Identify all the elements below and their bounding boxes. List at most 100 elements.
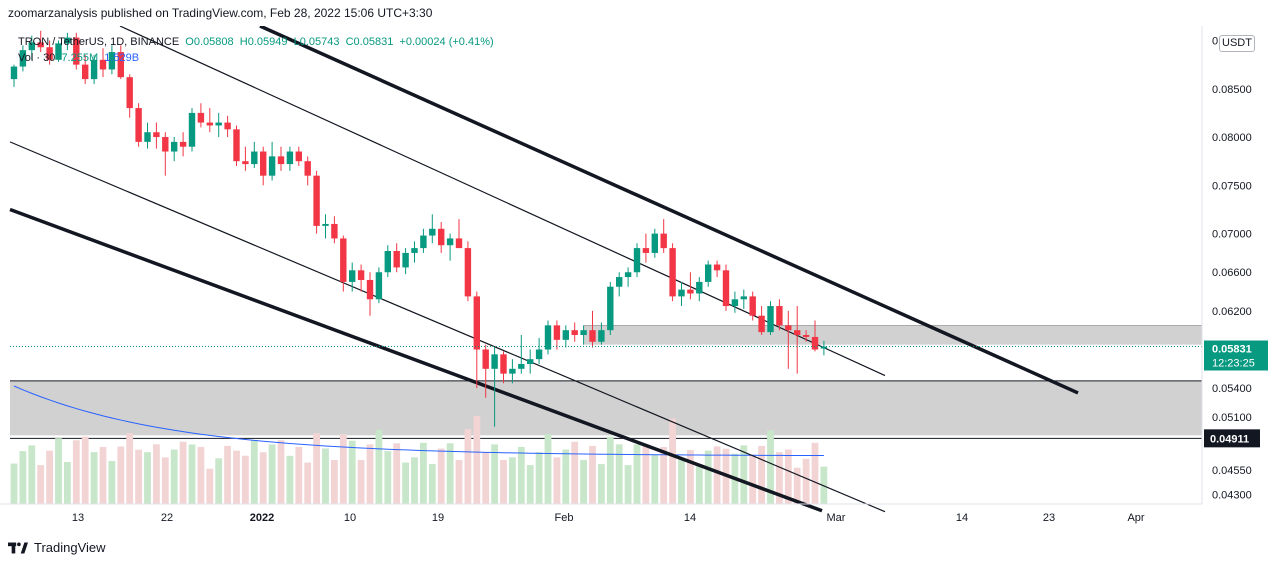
candle-body (162, 137, 169, 152)
candle-body (571, 330, 578, 336)
candle-body (731, 299, 739, 307)
candle-body (598, 330, 605, 342)
candle-body (491, 354, 498, 369)
last-price-badge (1204, 340, 1268, 371)
volume-bar (108, 461, 116, 504)
volume-bar (10, 463, 18, 504)
candle-body (705, 264, 712, 282)
footer-brand[interactable]: TradingView (8, 540, 106, 555)
candle-body (785, 325, 792, 331)
volume-bar (571, 441, 579, 504)
candle-body (624, 272, 632, 278)
candle-body (117, 52, 124, 78)
volume-bar (598, 464, 605, 504)
publisher-caption: zoomarzanalysis published on TradingView… (8, 6, 433, 20)
volume-bar (117, 446, 125, 504)
volume-bar (535, 452, 543, 504)
countdown-label: 12:23:25 (1212, 358, 1255, 370)
last-price-label: 0.05831 (1212, 344, 1252, 356)
chart-frame[interactable]: 0.090000.085000.080000.075000.070000.066… (0, 24, 1280, 530)
candle-body (108, 52, 116, 70)
volume-bar (517, 446, 525, 504)
volume-bar (758, 445, 765, 504)
volume-bar (170, 449, 178, 504)
candle-body (82, 64, 89, 80)
price-tick-label: 0.06200 (1212, 306, 1252, 318)
volume-bar (206, 468, 214, 504)
volume-bar (767, 430, 774, 504)
volume-bar (348, 440, 356, 504)
volume-bar (188, 444, 196, 504)
volume-bar (46, 450, 53, 504)
price-tick-label: 0.08000 (1212, 132, 1252, 144)
symbol-legend: TRON / TetherUS, 1D, BINANCE O0.05808 H0… (18, 36, 494, 48)
volume-bar (740, 445, 748, 504)
candle-body (375, 272, 383, 300)
candle-body (179, 141, 187, 147)
volume-bar (322, 448, 329, 504)
volume-bar (642, 444, 650, 504)
volume-bar (793, 467, 801, 504)
time-tick-label: 19 (432, 512, 444, 524)
candle-body (455, 238, 463, 249)
candle-body (740, 296, 747, 300)
channel-outer-lower-line (9, 207, 823, 513)
volume-bar (500, 459, 507, 504)
volume-bar (660, 446, 668, 504)
candle-body (616, 277, 623, 287)
candle-body (562, 330, 569, 340)
volume-bar (313, 433, 320, 504)
candle-body (153, 132, 160, 138)
volume-bar (526, 465, 534, 504)
candle-body (633, 248, 641, 273)
channel-inner-lower-line (9, 141, 886, 513)
candle-body (509, 368, 516, 374)
resistance-zone (583, 325, 1202, 345)
footer-brand-name: TradingView (34, 540, 106, 555)
candle-body (313, 175, 320, 226)
volume-bar (562, 449, 570, 504)
candle-body (446, 238, 454, 246)
symbol-name[interactable]: TRON / TetherUS, 1D, BINANCE (18, 36, 180, 48)
volume-bar (446, 443, 454, 504)
currency-button[interactable]: USDT (1219, 35, 1255, 52)
candle-body (429, 228, 436, 236)
channel-inner-upper-line (119, 25, 886, 377)
candle-body (233, 129, 240, 162)
candle-body (90, 59, 98, 80)
price-tick-label: 0.08500 (1212, 84, 1252, 96)
volume-bar (749, 454, 757, 504)
volume-ma-line (13, 385, 824, 457)
volume-bar (28, 445, 36, 504)
candle-body (268, 156, 276, 176)
candle-body (188, 112, 196, 147)
price-tick-label: 0.04300 (1212, 489, 1252, 501)
volume-bar (357, 459, 365, 504)
volume-bar (331, 459, 338, 504)
marked-level-badge (1204, 429, 1260, 448)
candle-body (660, 233, 667, 249)
ohlc-open: O0.05808 (185, 36, 234, 48)
price-chart[interactable]: 0.090000.085000.080000.075000.070000.066… (0, 24, 1280, 530)
time-tick-label: 23 (1043, 512, 1055, 524)
candle-body (366, 279, 374, 300)
volume-bar (55, 438, 62, 504)
channel-outer-upper-line (259, 24, 1079, 395)
candle-body (19, 50, 27, 67)
volume-bar (295, 446, 303, 504)
volume-label[interactable]: Vol · 30 (18, 52, 56, 64)
time-tick-label: Mar (827, 512, 846, 524)
volume-ma-value: 1.529B (104, 52, 140, 64)
candle-body (135, 108, 142, 142)
candle-body (713, 264, 721, 271)
volume-bar (215, 458, 223, 504)
volume-bar (473, 416, 481, 504)
candle-body (73, 37, 80, 65)
candle-body (64, 37, 71, 44)
candle-body (286, 151, 294, 165)
volume-bar (250, 440, 258, 504)
candle-body (438, 228, 445, 246)
volume-bar (784, 449, 792, 504)
candle-body (197, 112, 205, 123)
volume-bar (126, 433, 134, 504)
